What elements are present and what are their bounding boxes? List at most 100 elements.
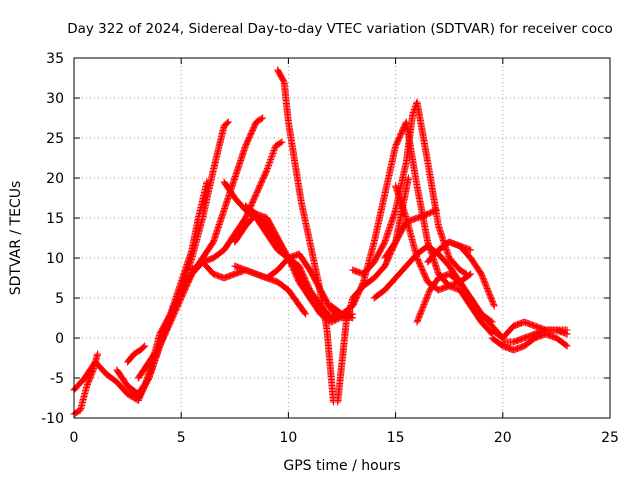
series-track-17 [381,206,440,262]
data-point [414,317,422,325]
series-track-5 [274,66,337,406]
data-point [413,318,421,326]
data-point [88,369,96,377]
data-point [481,279,489,287]
x-tick-label: 0 [70,430,79,446]
data-point [419,303,427,311]
data-point [421,299,429,307]
data-point [488,318,496,326]
data-point [223,119,231,127]
x-axis-ticks: 0 5 10 15 20 25 [70,58,619,446]
data-point [487,293,495,301]
x-tick-label: 10 [279,430,297,446]
data-point [89,367,97,375]
data-point [359,279,367,287]
data-point [425,289,433,297]
data-point [85,376,93,384]
data-point [487,295,495,303]
y-tick-label: 30 [46,91,64,107]
data-point [562,341,570,349]
data-point [489,299,497,307]
data-point [484,287,492,295]
data-point [86,375,94,383]
data-point [481,280,489,288]
grid-lines [74,58,610,418]
x-tick-label: 15 [387,430,405,446]
data-point [423,293,431,301]
data-point [487,317,495,325]
data-point [486,292,494,300]
data-point [415,314,423,322]
data-point [84,379,92,387]
series-track-13 [349,98,470,278]
y-tick-label: 0 [55,331,64,347]
data-point [461,269,469,277]
data-point [424,290,432,298]
data-point [480,277,488,285]
y-axis-ticks: -10 -5 0 5 10 15 20 25 30 35 [41,51,610,427]
data-point [417,309,425,317]
data-point [490,301,498,309]
data-point [431,207,439,215]
data-point [414,315,422,323]
x-tick-label: 25 [601,430,619,446]
data-point [302,310,310,318]
data-point [484,286,492,294]
data-point [480,276,488,284]
data-point [478,271,486,279]
chart-title: Day 322 of 2024, Sidereal Day-to-day VTE… [67,21,613,37]
data-point [277,139,285,147]
series-track-23 [70,350,102,418]
y-tick-label: 20 [46,171,64,187]
data-point [224,118,232,126]
y-tick-label: 25 [46,131,64,147]
data-point [563,326,571,334]
data-point [334,315,342,323]
data-point [490,302,498,310]
series-track-10 [231,262,310,318]
data-point [88,370,96,378]
series-track-22 [499,326,571,346]
data-point [422,296,430,304]
data-point [259,114,267,122]
data-point [488,298,496,306]
data-point [83,382,91,390]
y-tick-label: 5 [55,291,64,307]
data-point [486,290,494,298]
data-point [563,342,571,350]
data-point [477,270,485,278]
data-point [417,308,425,316]
data-point [462,270,470,278]
data-point [483,283,491,291]
data-point [419,302,427,310]
y-tick-label: -5 [50,371,64,387]
data-point [420,301,428,309]
data-point [94,350,102,358]
data-point [416,311,424,319]
data-point [483,285,491,293]
data-point [140,343,148,351]
data-point [301,309,309,317]
data-point [422,295,430,303]
data-point [424,292,432,300]
x-tick-label: 5 [177,430,186,446]
y-tick-label: 10 [46,251,64,267]
x-axis-label: GPS time / hours [283,458,400,474]
data-point [85,378,93,386]
data-point [488,296,496,304]
y-tick-label: 35 [46,51,64,67]
data-point [418,306,426,314]
x-tick-label: 20 [494,430,512,446]
series-track-9 [242,202,344,326]
data-point [278,138,286,146]
data-point [262,167,270,175]
data-points [70,66,571,418]
series-track-21 [488,330,571,354]
data-point [257,115,265,123]
series-track-19 [434,238,475,254]
data-point [86,373,94,381]
plot-frame [73,57,611,419]
series-track-18 [413,270,496,326]
data-point [465,271,473,279]
